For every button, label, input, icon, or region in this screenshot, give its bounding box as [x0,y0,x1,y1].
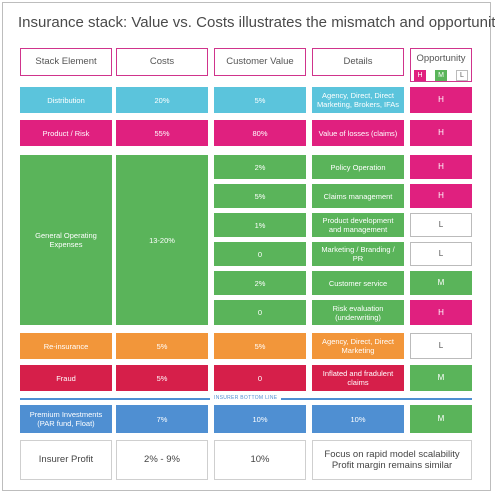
profit-details-line-1: Focus on rapid model scalability [324,448,460,460]
profit-value: 10% [214,440,306,480]
opex-details: Claims management [312,184,404,208]
distribution-value: 5% [214,87,306,113]
opex-value: 5% [214,184,306,208]
opex-details: Policy Operation [312,155,404,179]
opex-opportunity: L [410,213,472,237]
opex-opportunity: H [410,184,472,208]
opex-opportunity: H [410,155,472,179]
legend-medium: M [435,70,447,81]
product-opportunity: H [410,120,472,146]
reinsurance-details: Agency, Direct, Direct Marketing [312,333,404,359]
header-stack-element: Stack Element [20,48,112,76]
opex-value: 2% [214,271,306,295]
reinsurance-element: Re-insurance [20,333,112,359]
diagram-frame [2,2,491,491]
product-element: Product / Risk [20,120,112,146]
diagram-title: Insurance stack: Value vs. Costs illustr… [18,14,495,31]
legend-low: L [456,70,468,81]
reinsurance-opportunity: L [410,333,472,359]
product-value: 80% [214,120,306,146]
premium-element: Premium Investments (PAR fund, Float) [20,405,112,433]
opex-value: 2% [214,155,306,179]
profit-label: Insurer Profit [20,440,112,480]
insurer-bottom-line-label: INSURER BOTTOM LINE [210,395,282,401]
opex-details: Marketing / Branding / PR [312,242,404,266]
reinsurance-cost: 5% [116,333,208,359]
opex-opportunity: H [410,300,472,325]
premium-cost: 7% [116,405,208,433]
header-details: Details [312,48,404,76]
fraud-element: Fraud [20,365,112,391]
opex-details: Customer service [312,271,404,295]
profit-details-line-2: Profit margin remains similar [331,460,453,471]
opex-value: 0 [214,242,306,266]
product-cost: 55% [116,120,208,146]
fraud-opportunity: M [410,365,472,391]
profit-cost: 2% - 9% [116,440,208,480]
premium-opportunity: M [410,405,472,433]
header-costs: Costs [116,48,208,76]
opex-element: General Operating Expenses [20,155,112,325]
distribution-details: Agency, Direct, Direct Marketing, Broker… [312,87,404,113]
opex-value: 1% [214,213,306,237]
profit-details: Focus on rapid model scalability Profit … [312,440,472,480]
distribution-element: Distribution [20,87,112,113]
fraud-details: Inflated and fradulent claims [312,365,404,391]
premium-value: 10% [214,405,306,433]
opex-opportunity: L [410,242,472,266]
reinsurance-value: 5% [214,333,306,359]
fraud-value: 0 [214,365,306,391]
opex-details: Product development and management [312,213,404,237]
opex-details: Risk evaluation (underwriting) [312,300,404,325]
opex-cost: 13-20% [116,155,208,325]
distribution-opportunity: H [410,87,472,113]
opex-opportunity: M [410,271,472,295]
fraud-cost: 5% [116,365,208,391]
premium-details: 10% [312,405,404,433]
opex-value: 0 [214,300,306,325]
product-details: Value of losses (claims) [312,120,404,146]
distribution-cost: 20% [116,87,208,113]
header-customer-value: Customer Value [214,48,306,76]
legend-high: H [414,70,426,81]
